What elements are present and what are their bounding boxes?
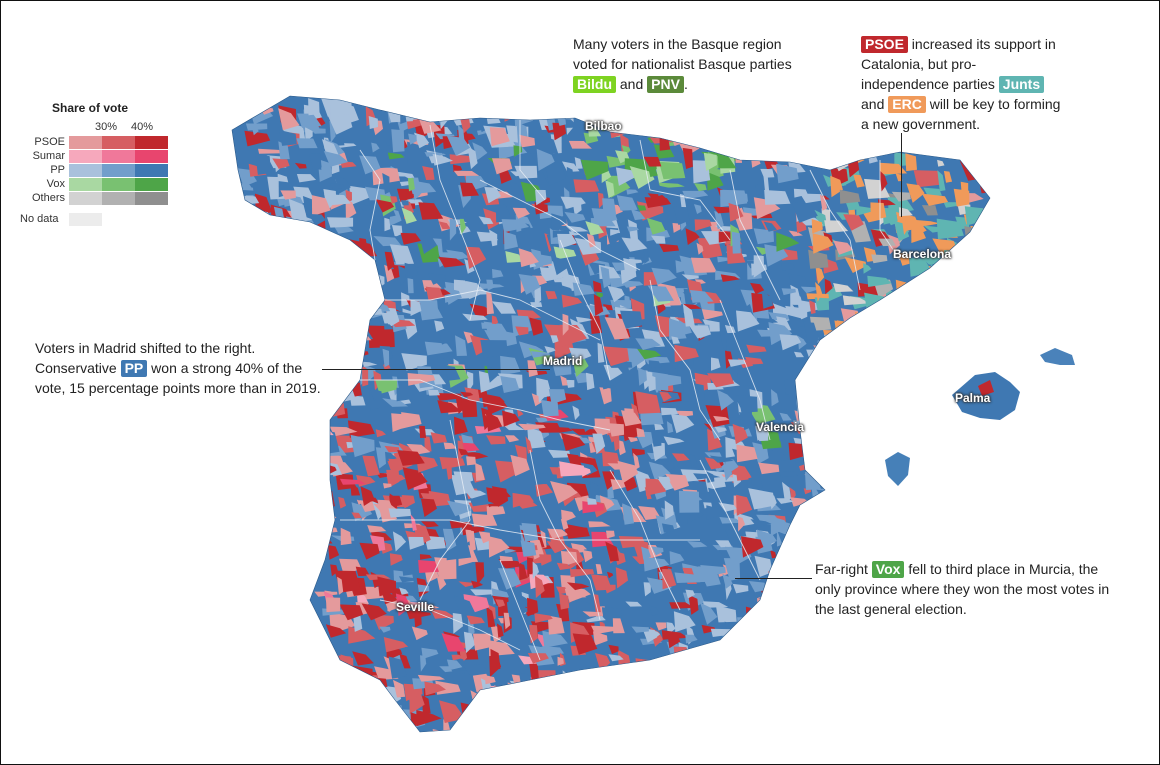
annotation-line: Far-right Vox fell to third place in Mur…	[815, 559, 1135, 579]
murcia-leader-line	[735, 578, 812, 579]
annotation-text: increased its support in	[911, 36, 1056, 52]
annotation-basque: Many voters in the Basque region voted f…	[573, 34, 833, 94]
junts-tag: Junts	[998, 76, 1045, 93]
legend-label: PSOE	[34, 136, 65, 148]
city-label-barcelona: Barcelona	[893, 247, 952, 261]
annotation-text: and	[619, 76, 644, 92]
legend-label: Vox	[46, 178, 65, 190]
catalonia-leader-line	[901, 133, 902, 217]
legend-no-data-swatch	[69, 213, 102, 226]
legend-label: Sumar	[32, 150, 65, 162]
annotation-line: and ERC will be key to forming	[861, 94, 1091, 114]
bildu-tag: Bildu	[573, 76, 616, 93]
annotation-catalonia: PSOE increased its support in Catalonia,…	[861, 34, 1091, 134]
legend-swatch	[69, 150, 102, 163]
annotation-text: .	[683, 76, 688, 92]
legend-swatch	[135, 178, 168, 191]
city-label-madrid: Madrid	[543, 354, 583, 368]
legend-swatch	[102, 136, 135, 149]
annotation-line: Conservative PP won a strong 40% of the	[35, 358, 355, 378]
legend-row-psoe: PSOE	[0, 136, 170, 150]
annotation-line: Catalonia, but pro-	[861, 56, 977, 72]
legend-swatch	[135, 150, 168, 163]
city-label-bilbao: Bilbao	[585, 119, 622, 133]
annotation-text: will be key to forming	[929, 96, 1061, 112]
madrid-leader-line	[322, 369, 550, 370]
annotation-text: won a strong 40% of the	[151, 360, 303, 376]
legend-swatch	[69, 136, 102, 149]
annotation-line: PSOE increased its support in	[861, 34, 1091, 54]
legend-swatch	[102, 192, 135, 205]
annotation-line: voted for nationalist Basque parties	[573, 56, 792, 72]
legend-row-others: Others	[0, 192, 170, 206]
province-borders	[340, 120, 901, 661]
legend-label: PP	[50, 164, 65, 176]
city-label-seville: Seville	[396, 600, 435, 614]
legend-title: Share of vote	[52, 101, 129, 115]
legend-swatch	[135, 136, 168, 149]
psoe-tag: PSOE	[861, 36, 908, 53]
annotation-text: Conservative	[35, 360, 117, 376]
annotation-line: the last general election.	[815, 601, 967, 617]
annotation-text: Far-right	[815, 561, 868, 577]
annotation-text: and	[861, 96, 885, 112]
annotation-text: fell to third place in Murcia, the	[908, 561, 1099, 577]
annotation-line: Voters in Madrid shifted to the right.	[35, 340, 256, 356]
municipality-regions	[232, 96, 990, 732]
annotation-text: independence parties	[861, 76, 995, 92]
annotation-line: a new government.	[861, 116, 981, 132]
annotation-line: vote, 15 percentage points more than in …	[35, 380, 321, 396]
city-label-valencia: Valencia	[756, 420, 805, 434]
legend-swatch	[102, 164, 135, 177]
annotation-madrid: Voters in Madrid shifted to the right. C…	[35, 338, 355, 398]
pp-tag: PP	[120, 360, 148, 377]
legend-threshold-30: 30%	[95, 121, 118, 133]
city-label-palma: Palma	[955, 391, 991, 405]
legend-row-pp: PP	[0, 164, 170, 178]
erc-tag: ERC	[888, 96, 926, 113]
legend-row-sumar: Sumar	[0, 150, 170, 164]
legend-swatch	[69, 192, 102, 205]
balearic-islands	[885, 348, 1075, 486]
annotation-line: independence parties Junts	[861, 74, 1091, 94]
legend-no-data-label: No data	[20, 213, 59, 225]
legend-row-vox: Vox	[0, 178, 170, 192]
annotation-murcia: Far-right Vox fell to third place in Mur…	[815, 559, 1135, 619]
legend-swatch	[135, 164, 168, 177]
vox-tag: Vox	[871, 561, 905, 578]
legend-label: Others	[31, 192, 65, 204]
legend-threshold-40: 40%	[131, 121, 154, 133]
legend-swatch	[102, 150, 135, 163]
legend-swatch	[135, 192, 168, 205]
annotation-line: Many voters in the Basque region	[573, 36, 782, 52]
legend-swatch	[69, 178, 102, 191]
legend-swatch	[69, 164, 102, 177]
annotation-line: Bildu and PNV.	[573, 74, 833, 94]
legend-swatch	[102, 178, 135, 191]
annotation-line: only province where they won the most vo…	[815, 581, 1110, 597]
pnv-tag: PNV	[647, 76, 684, 93]
